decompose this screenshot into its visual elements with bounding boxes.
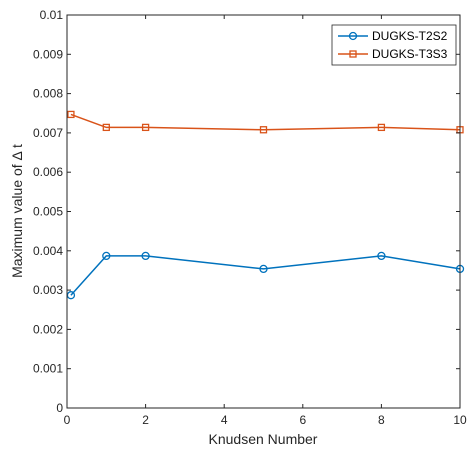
y-tick-label: 0.009 — [33, 47, 63, 61]
data-point — [141, 123, 150, 132]
data-point — [377, 251, 386, 261]
series-line — [70, 113, 461, 131]
x-tick-label: 8 — [378, 413, 385, 427]
y-tick-label: 0.007 — [33, 126, 63, 140]
data-point — [377, 123, 386, 132]
data-point — [102, 123, 110, 132]
series-layer — [66, 110, 465, 300]
plot-area — [67, 15, 460, 408]
y-tick-label: 0.003 — [33, 283, 63, 297]
y-tick-label: 0.005 — [33, 205, 63, 219]
data-point — [259, 126, 268, 134]
x-tick-label: 0 — [64, 413, 71, 427]
y-tick-label: 0.006 — [33, 165, 63, 179]
y-tick-label: 0.001 — [33, 362, 63, 376]
legend-label: DUGKS-T3S3 — [372, 47, 448, 61]
y-tick-label: 0 — [56, 401, 63, 415]
legend-box — [331, 24, 457, 66]
y-tick-label: 0.004 — [33, 244, 63, 258]
x-tick-label: 2 — [142, 413, 149, 427]
x-tick-label: 10 — [453, 413, 467, 427]
y-tick-label: 0.008 — [33, 87, 63, 101]
legend: DUGKS-T2S2 DUGKS-T3S3 — [331, 24, 457, 66]
y-tick-label: 0.01 — [40, 8, 64, 22]
series-line — [70, 255, 461, 296]
axes-layer: 0 2 4 6 8 10 0 0.001 0.002 0.003 0.004 0.005 0.006 0.… — [33, 8, 467, 427]
x-tick-label: 4 — [221, 413, 228, 427]
data-point — [67, 110, 75, 119]
data-point — [102, 251, 111, 261]
x-tick-label: 6 — [299, 413, 306, 427]
data-point — [141, 251, 150, 261]
y-tick-label: 0.002 — [33, 322, 63, 336]
legend-swatch-marker — [349, 50, 357, 58]
legend-swatch-marker — [348, 31, 358, 41]
y-axis-title: Maximum value of Δ t — [9, 144, 25, 278]
legend-label: DUGKS-T2S2 — [372, 29, 448, 43]
x-axis-title: Knudsen Number — [209, 431, 318, 447]
data-point — [259, 264, 268, 274]
